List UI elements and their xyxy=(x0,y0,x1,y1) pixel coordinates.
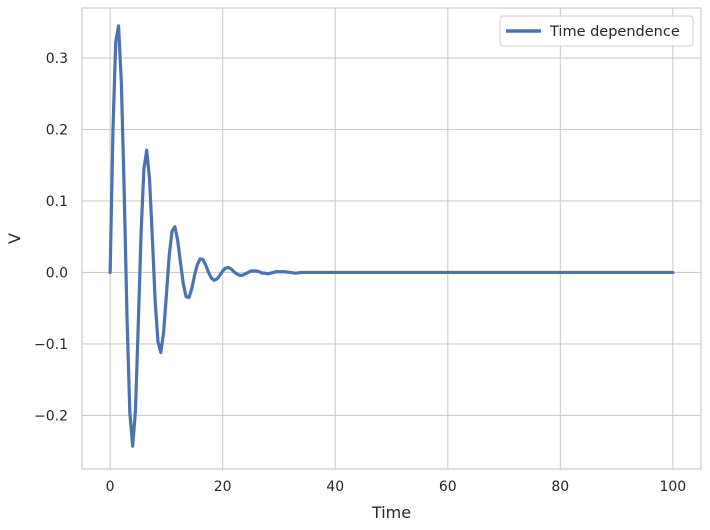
x-tick-label: 0 xyxy=(106,479,115,495)
y-axis-ticks: −0.2 −0.1 0.0 0.1 0.2 0.3 xyxy=(34,51,68,424)
plot-area xyxy=(108,24,675,448)
y-tick-label: 0.0 xyxy=(46,265,68,281)
y-tick-label: 0.1 xyxy=(46,194,68,210)
y-tick-label: 0.3 xyxy=(46,51,68,67)
y-tick-label: −0.1 xyxy=(34,337,68,353)
x-tick-label: 20 xyxy=(214,479,232,495)
x-axis-ticks: 0 20 40 60 80 100 xyxy=(106,479,687,495)
x-tick-label: 40 xyxy=(326,479,344,495)
legend-box xyxy=(499,15,694,47)
plot-frame xyxy=(81,7,702,470)
x-tick-label: 80 xyxy=(551,479,569,495)
legend-label: Time dependence xyxy=(549,24,680,40)
y-tick-label: −0.2 xyxy=(34,408,68,424)
x-axis-label: Time xyxy=(371,503,411,522)
y-tick-label: 0.2 xyxy=(46,123,68,139)
legend: Time dependence xyxy=(499,15,694,47)
y-axis-label: V xyxy=(5,233,24,244)
series-line-time-dependence xyxy=(108,24,675,448)
x-tick-label: 100 xyxy=(659,479,686,495)
x-tick-label: 60 xyxy=(439,479,457,495)
